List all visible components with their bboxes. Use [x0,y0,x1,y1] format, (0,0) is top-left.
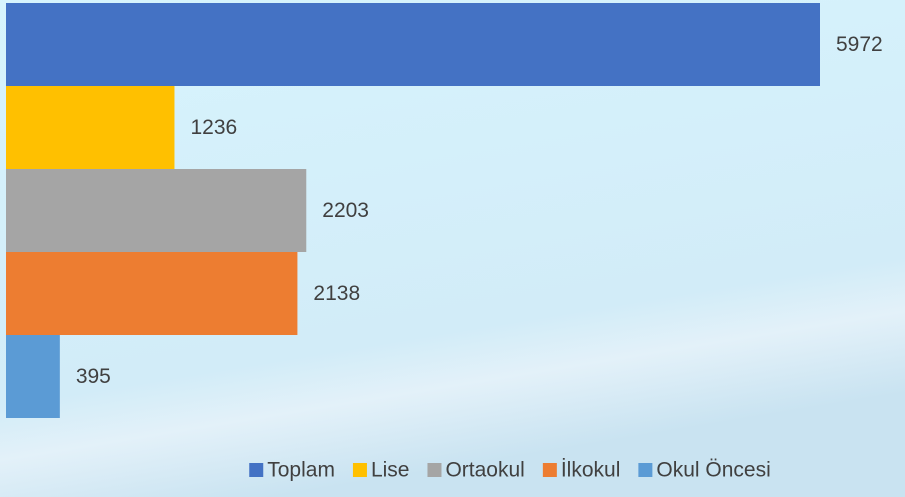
legend-label: Ortaokul [445,459,524,482]
legend-label: İlkokul [561,459,621,482]
legend-swatch [638,463,653,477]
legend-swatch [249,463,264,477]
bar [6,86,175,169]
bar [6,252,298,335]
legend-swatch [427,463,442,477]
bar [6,169,307,252]
data-label: 2203 [322,199,369,222]
bar [6,335,60,418]
legend-label: Lise [371,459,410,482]
legend-swatch [542,463,557,477]
data-label: 395 [76,365,111,388]
legend-label: Okul Öncesi [656,459,770,482]
bar [6,3,820,86]
data-label: 5972 [836,33,883,56]
legend-label: Toplam [267,459,335,482]
legend-swatch [352,463,367,477]
data-label: 2138 [313,282,360,305]
data-label: 1236 [190,116,237,139]
